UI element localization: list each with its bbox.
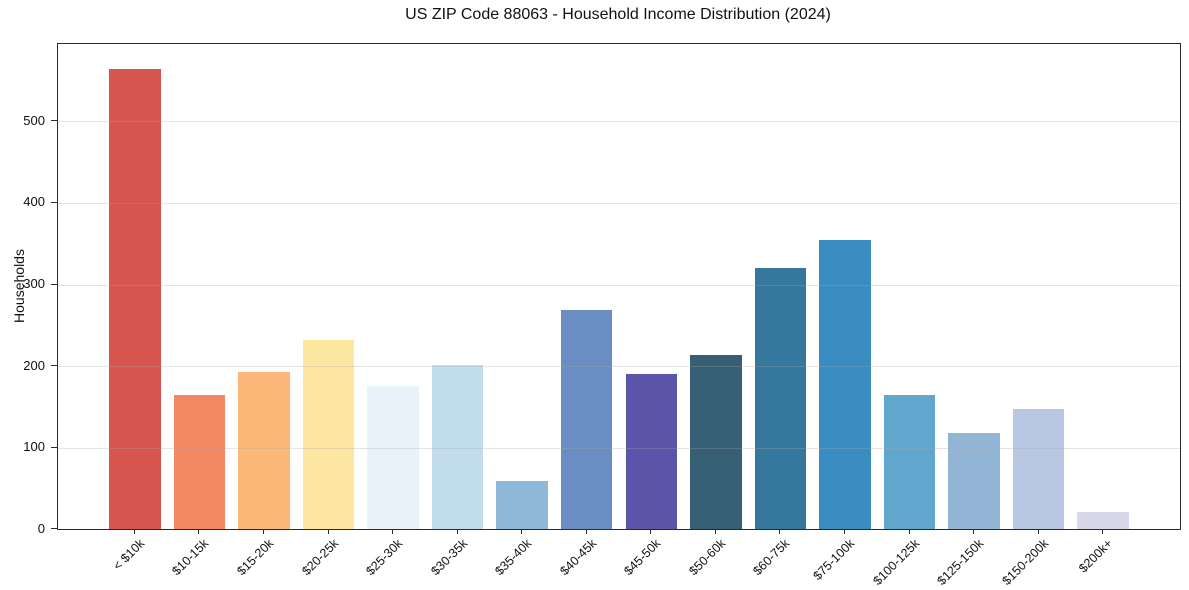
- x-tick-mark: [908, 529, 910, 534]
- x-tick-mark: [521, 529, 523, 534]
- y-tick-mark: [51, 120, 57, 122]
- x-tick-mark: [714, 529, 716, 534]
- x-tick-mark: [198, 529, 200, 534]
- bar-125-150k: [948, 432, 1000, 529]
- bar-35-40k: [496, 480, 548, 529]
- gridline: [58, 284, 1180, 286]
- chart-title: US ZIP Code 88063 - Household Income Dis…: [405, 6, 831, 23]
- bar-50-60k: [690, 355, 742, 529]
- y-tick-mark: [51, 528, 57, 529]
- bar-10-15k: [173, 394, 226, 529]
- y-tick-label: 400: [23, 194, 45, 210]
- bar-45-50k: [625, 374, 678, 529]
- x-tick-mark: [1102, 529, 1104, 534]
- bar-20-25k: [302, 339, 355, 529]
- y-tick-mark: [51, 201, 57, 203]
- x-tick-mark: [392, 529, 394, 534]
- y-tick-label: 200: [23, 357, 45, 373]
- x-tick-mark: [843, 529, 845, 534]
- x-tick-mark: [973, 529, 975, 534]
- bar-25-30k: [367, 386, 419, 529]
- y-tick-label: 300: [23, 276, 45, 291]
- y-tick-mark: [51, 365, 57, 366]
- y-tick-label: 100: [23, 439, 45, 454]
- x-tick-mark: [650, 529, 652, 534]
- bar-100-125k: [883, 394, 936, 529]
- x-tick-mark: [327, 529, 329, 534]
- plot-area: [57, 43, 1181, 530]
- x-tick-label: < $10k: [110, 536, 148, 573]
- bar-10k: [109, 68, 161, 529]
- y-tick-label: 500: [23, 112, 45, 128]
- y-tick-label: 0: [37, 520, 45, 536]
- x-tick-mark: [1037, 529, 1039, 534]
- x-tick-mark: [262, 529, 264, 534]
- gridline: [58, 366, 1180, 367]
- bar-150-200k: [1012, 409, 1065, 529]
- y-tick-mark: [51, 446, 57, 448]
- bar-60-75k: [754, 268, 807, 529]
- y-tick-mark: [51, 283, 57, 285]
- gridline: [58, 202, 1180, 204]
- gridline: [58, 447, 1180, 449]
- x-tick-mark: [133, 529, 135, 534]
- x-tick-mark: [779, 529, 781, 534]
- x-tick-mark: [585, 529, 587, 534]
- bar-15-20k: [238, 371, 290, 529]
- bar-30-35k: [431, 365, 484, 529]
- gridline: [58, 121, 1180, 123]
- bar-200k: [1077, 511, 1129, 529]
- x-tick-mark: [456, 529, 458, 534]
- bar-40-45k: [560, 309, 613, 529]
- bar-75-100k: [819, 239, 871, 529]
